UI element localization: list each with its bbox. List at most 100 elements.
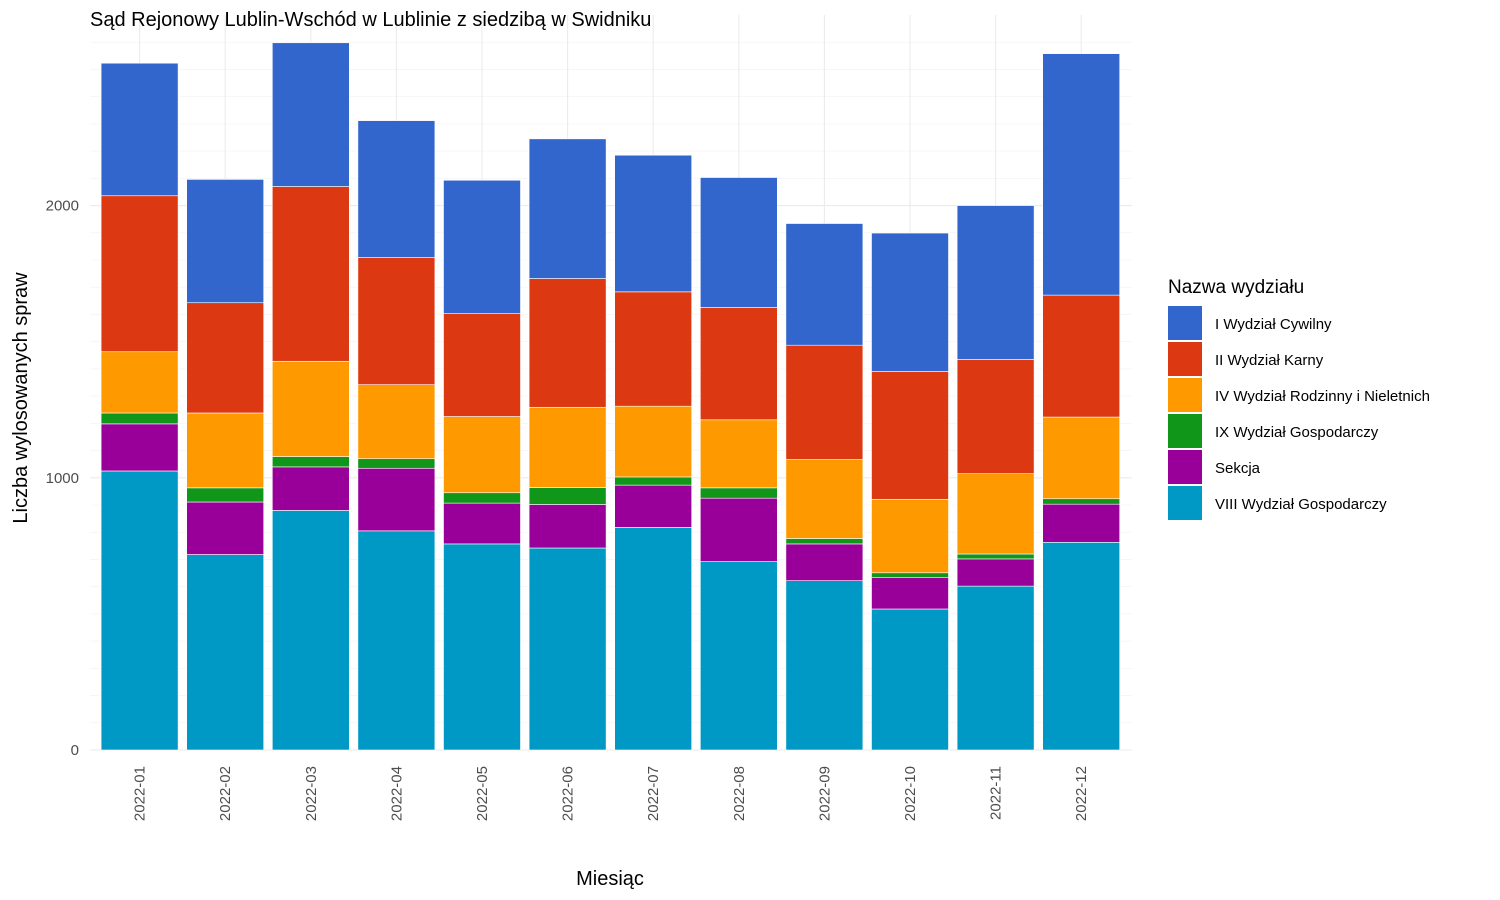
bar-segment	[357, 467, 436, 532]
bar-segment	[1042, 416, 1120, 500]
bar-segment	[871, 608, 949, 751]
axes: 0 1000 2000 2022-01 2022-02 2022-03 2022-04 202…	[46, 198, 1091, 822]
bar-segment	[443, 492, 521, 504]
bar-segment	[956, 205, 1035, 360]
bar-segment	[1042, 541, 1120, 751]
bar-segment	[614, 484, 693, 528]
legend-label: II Wydział Karny	[1215, 352, 1324, 369]
bar-segment	[614, 527, 693, 751]
bar-segment	[186, 487, 264, 503]
chart-title: Sąd Rejonowy Lublin-Wschód w Lublinie z …	[90, 9, 651, 31]
bar-segment	[443, 502, 521, 545]
legend-swatch	[1168, 450, 1202, 484]
x-tick-label: 2022-07	[645, 766, 662, 821]
bar-segment	[956, 473, 1035, 555]
x-tick-label: 2022-02	[217, 766, 234, 821]
bar-segment	[956, 585, 1035, 751]
bar-segment	[871, 498, 949, 574]
bar-segment	[614, 405, 693, 478]
bar-segment	[100, 351, 179, 414]
bar-segment	[871, 577, 949, 610]
bar-segment	[357, 384, 436, 460]
bar-segment	[100, 62, 179, 197]
x-tick-label: 2022-05	[474, 766, 491, 821]
bar-segment	[443, 416, 521, 494]
x-tick-label: 2022-06	[560, 766, 577, 821]
bar-segment	[1042, 498, 1120, 505]
bar-segment	[528, 278, 607, 408]
bar-segment	[100, 195, 179, 353]
x-tick-label: 2022-08	[731, 766, 748, 821]
bar-segment	[271, 456, 350, 468]
bar-segment	[100, 470, 179, 751]
bar-segment	[785, 543, 864, 581]
bar-segment	[785, 223, 864, 346]
bar-segment	[785, 538, 864, 545]
x-tick-label: 2022-10	[902, 766, 919, 821]
bar-segment	[528, 138, 607, 279]
bar-segment	[614, 476, 693, 486]
legend-label: Sekcja	[1215, 460, 1261, 477]
bar-segment	[528, 487, 607, 505]
bar-segment	[271, 466, 350, 511]
bar-segment	[528, 504, 607, 549]
y-tick-label: 0	[71, 742, 79, 759]
bar-segment	[528, 547, 607, 751]
bar-segment	[443, 543, 521, 751]
bar-segment	[614, 291, 693, 407]
bar-segment	[186, 179, 264, 304]
bar-segment	[271, 360, 350, 457]
bar-segment	[614, 154, 693, 293]
bar-segment	[186, 302, 264, 414]
x-tick-label: 2022-01	[132, 766, 149, 821]
y-tick-label: 1000	[46, 470, 79, 487]
bar-segment	[699, 487, 778, 499]
x-tick-label: 2022-11	[988, 766, 1005, 820]
bar-segment	[785, 344, 864, 460]
bar-segment	[871, 572, 949, 578]
x-axis-title: Miesiąc	[576, 868, 644, 890]
legend-swatch	[1168, 414, 1202, 448]
bars	[100, 42, 1120, 751]
x-tick-label: 2022-09	[816, 766, 833, 821]
bar-segment	[186, 554, 264, 751]
legend-label: VIII Wydział Gospodarczy	[1215, 496, 1387, 513]
bar-segment	[271, 42, 350, 187]
legend-label: IX Wydział Gospodarczy	[1215, 424, 1379, 441]
y-axis-title: Liczba wylosowanych spraw	[10, 272, 32, 524]
bar-segment	[357, 120, 436, 258]
legend-label: I Wydział Cywilny	[1215, 316, 1332, 333]
x-tick-label: 2022-12	[1073, 766, 1090, 821]
legend-title: Nazwa wydziału	[1168, 277, 1304, 298]
bar-segment	[186, 412, 264, 489]
legend-label: IV Wydział Rodzinny i Nieletnich	[1215, 388, 1430, 405]
bar-segment	[357, 257, 436, 385]
bar-segment	[271, 186, 350, 362]
bar-segment	[1042, 503, 1120, 543]
bar-segment	[699, 497, 778, 562]
bar-segment	[271, 510, 350, 751]
bar-segment	[699, 561, 778, 751]
bar-segment	[443, 179, 521, 314]
legend-swatch	[1168, 306, 1202, 340]
x-tick-label: 2022-04	[388, 766, 405, 821]
bar-segment	[528, 406, 607, 488]
bar-segment	[100, 423, 179, 472]
bar-segment	[956, 359, 1035, 474]
bar-segment	[956, 558, 1035, 587]
bar-segment	[785, 459, 864, 539]
bar-segment	[100, 412, 179, 425]
bar-segment	[1042, 294, 1120, 418]
bar-segment	[186, 501, 264, 555]
y-tick-label: 2000	[46, 198, 79, 215]
bar-segment	[956, 553, 1035, 560]
bar-segment	[699, 177, 778, 308]
bar-segment	[1042, 53, 1120, 296]
bar-segment	[699, 419, 778, 489]
legend-swatch	[1168, 342, 1202, 376]
legend: Nazwa wydziału I Wydział Cywilny II Wydzi…	[1168, 277, 1430, 520]
bar-segment	[699, 307, 778, 421]
legend-swatch	[1168, 486, 1202, 520]
